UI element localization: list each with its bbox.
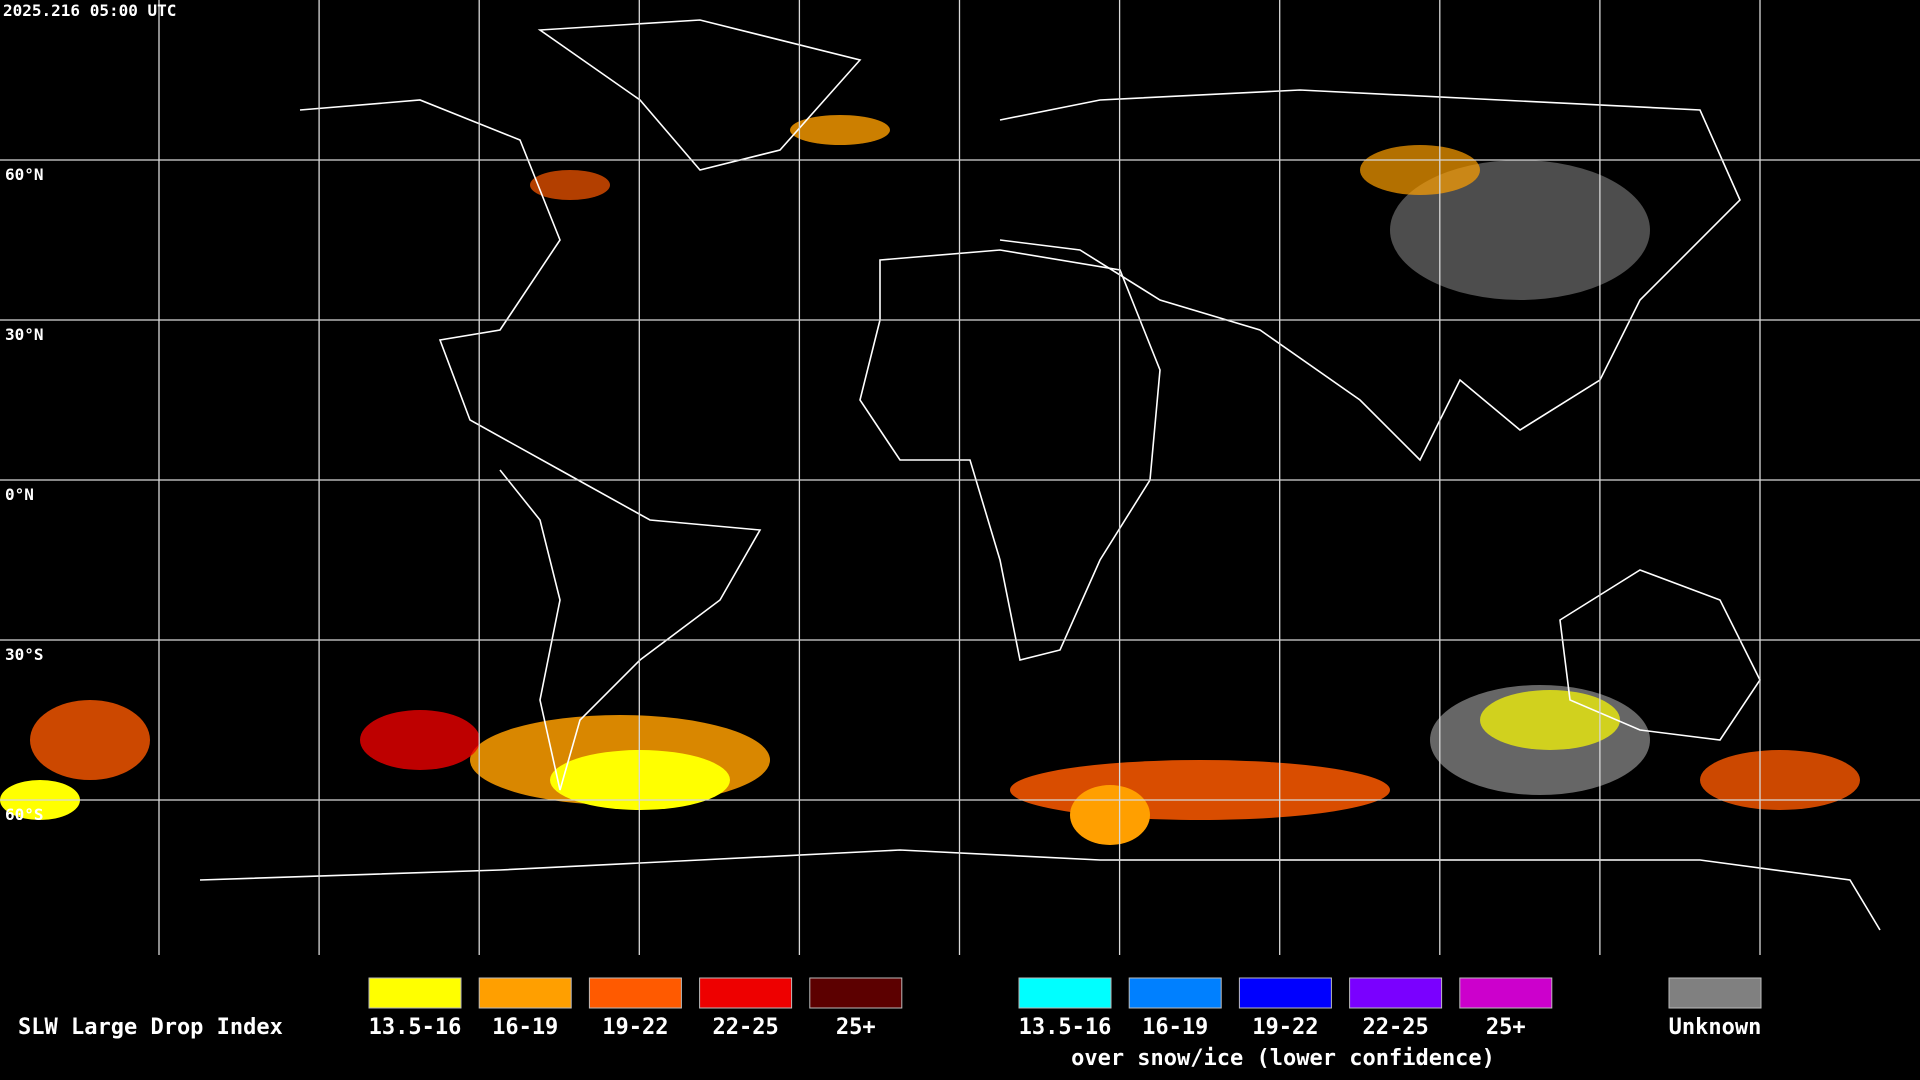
legend-label: 25+ <box>836 1015 876 1040</box>
legend-label: 25+ <box>1486 1015 1526 1040</box>
legend-swatch <box>1668 977 1762 1009</box>
legend-swatch <box>368 977 462 1009</box>
legend-label: 13.5-16 <box>369 1015 462 1040</box>
latitude-label: 60°N <box>5 165 44 184</box>
graticule: 60°N 30°N 0°N 30°S 60°S <box>0 0 1920 955</box>
timestamp: 2025.216 05:00 UTC <box>3 1 176 20</box>
legend-label: Unknown <box>1669 1015 1762 1040</box>
legend-swatch <box>1238 977 1332 1009</box>
snow-caption: over snow/ice (lower confidence) <box>1071 1046 1495 1071</box>
legend-label: 19-22 <box>1252 1015 1318 1040</box>
legend-label: 22-25 <box>712 1015 778 1040</box>
legend-swatch <box>809 977 903 1009</box>
legend-label: 19-22 <box>602 1015 668 1040</box>
legend-title: SLW Large Drop Index <box>18 1015 283 1040</box>
legend-swatch <box>699 977 793 1009</box>
latitude-label: 0°N <box>5 485 34 504</box>
legend-swatch <box>1128 977 1222 1009</box>
legend-swatch <box>1349 977 1443 1009</box>
legend: 13.5-16 16-19 19-22 22-25 25+ 13.5-16 16-19 19-… <box>368 977 1762 1040</box>
legend-label: 16-19 <box>1142 1015 1208 1040</box>
latitude-label: 60°S <box>5 805 44 824</box>
legend-swatch <box>1018 977 1112 1009</box>
latitude-label: 30°N <box>5 325 44 344</box>
legend-label: 22-25 <box>1362 1015 1428 1040</box>
legend-label: 13.5-16 <box>1019 1015 1112 1040</box>
legend-panel <box>0 955 1920 1080</box>
legend-label: 16-19 <box>492 1015 558 1040</box>
legend-swatch <box>588 977 682 1009</box>
legend-swatch <box>478 977 572 1009</box>
latitude-label: 30°S <box>5 645 44 664</box>
coastlines <box>199 19 1881 931</box>
legend-swatch <box>1459 977 1553 1009</box>
